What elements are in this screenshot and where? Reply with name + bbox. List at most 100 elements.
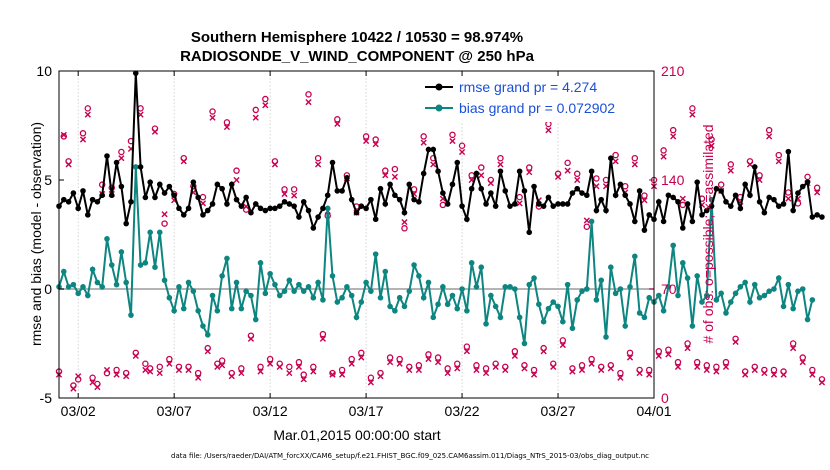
assimilated-obs-marker (420, 139, 427, 146)
possible-obs-marker (372, 136, 379, 143)
bias-point (804, 316, 811, 323)
assimilated-cross-b (612, 158, 619, 165)
bias-point (780, 303, 787, 310)
assimilated-obs-marker (818, 379, 826, 386)
rmse-point (804, 179, 811, 185)
possible-obs-marker (60, 133, 68, 140)
assimilated-cross-b (674, 363, 682, 370)
assimilated-cross-b (348, 360, 355, 367)
rmse-point (104, 153, 110, 159)
rmse-point (272, 205, 278, 212)
x-tick-label: 03/12 (253, 403, 288, 419)
bias-point (771, 286, 777, 292)
assimilated-cross-b (554, 173, 562, 180)
assimilated-obs-marker (502, 366, 509, 374)
rmse-point (420, 170, 427, 177)
rmse-point (521, 188, 528, 194)
assimilated-cross-b (420, 139, 427, 146)
assimilated-obs-marker (660, 153, 667, 160)
rmse-point (219, 185, 225, 192)
assimilated-cross-b (679, 195, 686, 202)
assimilated-cross-b (526, 169, 533, 176)
bias-point (723, 310, 729, 316)
assimilated-cross-b (89, 379, 96, 386)
assimilated-cross-b (646, 371, 653, 378)
rmse-point (780, 201, 787, 207)
assimilated-obs-marker (775, 158, 782, 165)
bias-point (401, 303, 408, 310)
bias-point (382, 268, 389, 275)
assimilated-obs-marker (746, 161, 754, 168)
assimilated-cross-b (257, 368, 264, 375)
assimilated-cross-b (286, 369, 293, 377)
bias-point (655, 292, 662, 299)
y-right-tick-label: 210 (661, 63, 685, 79)
assimilated-obs-marker (799, 359, 806, 366)
x-tick-label: 03/27 (541, 403, 576, 419)
possible-obs-marker (789, 340, 797, 347)
assimilated-obs-marker (636, 369, 643, 377)
assimilated-obs-marker (180, 158, 187, 165)
bias-point (473, 284, 480, 290)
rmse-point (598, 196, 605, 203)
legend-bias-marker (435, 104, 443, 112)
rmse-point (176, 205, 182, 212)
rmse-point (166, 183, 173, 190)
bias-point (156, 229, 163, 236)
y-axis-right-label: # of obs: o=possible; ×=assimilated (700, 124, 716, 343)
possible-obs-marker (708, 136, 715, 143)
assimilated-obs-marker (766, 133, 773, 140)
assimilated-cross-b (694, 363, 701, 370)
rmse-point (200, 212, 206, 218)
possible-obs-marker (473, 362, 480, 369)
assimilated-obs-marker (626, 354, 634, 361)
bias-point (521, 340, 528, 347)
bias-point (492, 303, 499, 310)
rmse-point (248, 209, 254, 216)
rmse-point (382, 201, 389, 207)
assimilated-obs-marker (372, 141, 379, 148)
assimilated-cross-b (742, 371, 749, 378)
bias-point (747, 299, 753, 305)
bias-point (348, 292, 355, 299)
assimilated-obs-marker (161, 211, 168, 218)
rmse-point (761, 209, 768, 216)
assimilated-obs-marker (569, 368, 576, 375)
assimilated-cross-b (142, 366, 149, 374)
possible-obs-marker (439, 201, 447, 209)
rmse-point (291, 203, 297, 209)
possible-obs-marker (233, 167, 240, 174)
bias-point (123, 279, 129, 286)
possible-obs-marker (386, 354, 394, 361)
assimilated-cross-b (430, 161, 437, 168)
rmse-point (579, 190, 585, 196)
bias-point (252, 316, 259, 323)
assimilated-obs-marker (463, 348, 470, 355)
rmse-point (195, 194, 201, 201)
assimilated-cross-b (84, 111, 91, 118)
rmse-point (60, 196, 67, 203)
possible-obs-marker (314, 154, 322, 162)
assimilated-obs-marker (617, 374, 624, 381)
rmse-point (180, 212, 187, 218)
possible-obs-marker (655, 348, 663, 355)
rmse-point (305, 207, 312, 214)
assimilated-cross-b (123, 373, 130, 380)
assimilated-cross-b (291, 192, 298, 199)
rmse-point (622, 192, 629, 199)
rmse-point (488, 190, 494, 196)
bias-point (185, 279, 192, 286)
bias-point (142, 260, 149, 266)
legend-rmse-label: rmse grand pr = 4.274 (459, 79, 597, 95)
possible-obs-marker (454, 360, 461, 367)
rmse-point (310, 225, 317, 231)
assimilated-obs-marker (276, 363, 283, 370)
assimilated-obs-marker (233, 176, 240, 184)
assimilated-cross-b (315, 161, 322, 168)
rmse-point (516, 168, 523, 175)
rmse-point (775, 203, 782, 209)
rmse-point (732, 192, 739, 199)
rmse-point (454, 159, 461, 166)
possible-obs-marker (281, 186, 288, 193)
y-right-tick-label: 140 (661, 172, 685, 188)
